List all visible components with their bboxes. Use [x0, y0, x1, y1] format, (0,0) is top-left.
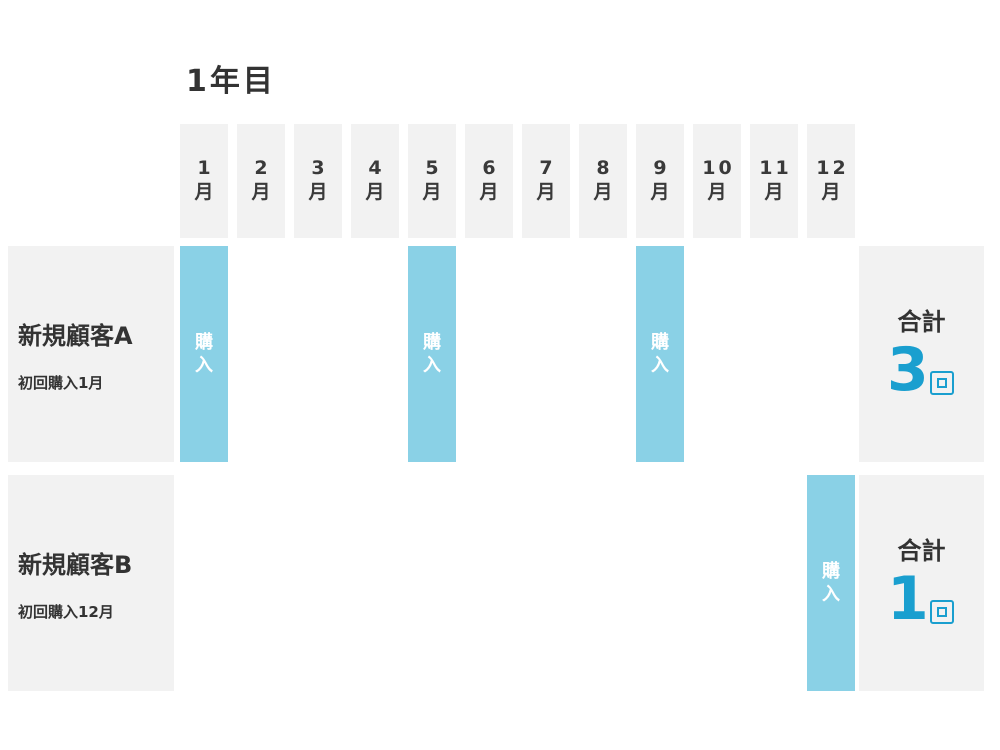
month-unit: 月	[593, 181, 613, 203]
purchase-bar-month-12: 購入	[807, 475, 855, 691]
year-title: 1年目	[186, 64, 276, 99]
month-number: 12	[816, 157, 849, 180]
total-unit-icon: 回	[930, 600, 954, 624]
month-header-12: 12 月	[807, 124, 855, 238]
purchase-label-char: 入	[651, 355, 669, 376]
purchase-bar-month-1: 購入	[180, 246, 228, 462]
customer-first-purchase: 初回購入12月	[18, 603, 114, 621]
purchase-label-char: 購	[651, 331, 669, 353]
month-number: 5	[425, 157, 442, 180]
month-number: 7	[539, 157, 556, 180]
total-unit-text: 回	[932, 602, 933, 603]
purchase-label-char: 入	[822, 584, 840, 605]
total-unit-icon: 回	[930, 371, 954, 395]
month-unit: 月	[707, 181, 727, 203]
total-unit-text: 回	[932, 373, 933, 374]
customer-label-box: 新規顧客A 初回購入1月	[8, 246, 174, 462]
total-count: 3	[887, 335, 929, 405]
purchase-label-char: 購	[822, 560, 840, 582]
customer-name: 新規顧客B	[18, 551, 133, 579]
customer-first-purchase: 初回購入1月	[18, 374, 104, 392]
month-number: 3	[311, 157, 328, 180]
purchase-label-char: 入	[423, 355, 441, 376]
purchase-bar-month-9: 購入	[636, 246, 684, 462]
month-number: 9	[653, 157, 670, 180]
total-label: 合計	[897, 308, 946, 336]
customer-label-box: 新規顧客B 初回購入12月	[8, 475, 174, 691]
month-unit: 月	[251, 181, 271, 203]
total-box: 合計1回	[859, 475, 984, 691]
purchase-label-char: 入	[195, 355, 213, 376]
customer-name: 新規顧客A	[18, 322, 133, 350]
month-header-10: 10 月	[693, 124, 741, 238]
purchase-label-char: 購	[195, 331, 213, 353]
month-number: 11	[759, 157, 792, 180]
month-unit: 月	[821, 181, 841, 203]
month-unit: 月	[422, 181, 442, 203]
total-count: 1	[887, 564, 929, 634]
month-number: 4	[368, 157, 385, 180]
month-number: 2	[254, 157, 271, 180]
month-number: 1	[197, 157, 214, 180]
month-number: 10	[702, 157, 735, 180]
month-unit: 月	[479, 181, 499, 203]
purchase-bar-month-5: 購入	[408, 246, 456, 462]
total-label: 合計	[897, 537, 946, 565]
month-number: 8	[596, 157, 613, 180]
month-unit: 月	[194, 181, 214, 203]
month-unit: 月	[365, 181, 385, 203]
month-unit: 月	[650, 181, 670, 203]
month-unit: 月	[308, 181, 328, 203]
month-unit: 月	[536, 181, 556, 203]
purchase-label-char: 購	[423, 331, 441, 353]
month-unit: 月	[764, 181, 784, 203]
month-header-11: 11 月	[750, 124, 798, 238]
total-box: 合計3回	[859, 246, 984, 462]
month-number: 6	[482, 157, 499, 180]
